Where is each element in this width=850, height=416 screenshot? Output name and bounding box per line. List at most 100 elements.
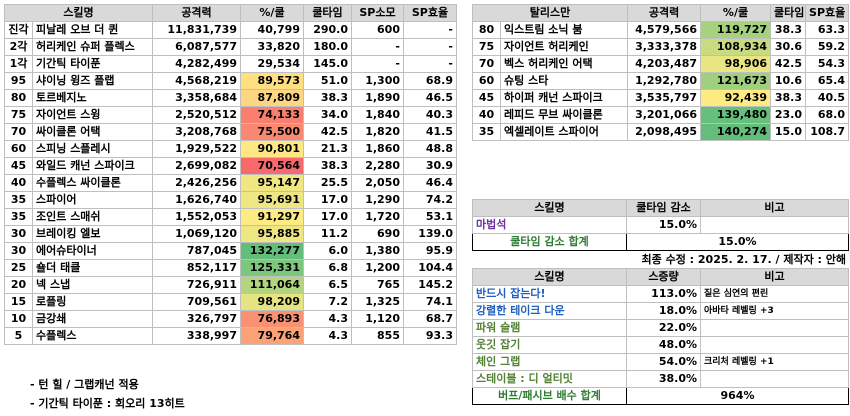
cell-text: 엑셀레이트 스파이어 bbox=[504, 125, 599, 138]
cell-text: 51.0 bbox=[320, 74, 348, 87]
cell-text: 765 bbox=[377, 278, 400, 291]
cell: 51.0 bbox=[303, 72, 352, 90]
cell-text: 2,098,495 bbox=[635, 125, 698, 138]
cell-text: 자이언트 허리케인 bbox=[504, 40, 589, 53]
cell-text: 46.4 bbox=[425, 176, 453, 189]
cell: 95 bbox=[4, 72, 33, 90]
cell-text: 3,201,066 bbox=[635, 108, 698, 121]
row: 2각 허리케인 슈퍼 플렉스 6,087,577 33,820 180.0 - - bbox=[4, 38, 457, 56]
cell-text: 35 bbox=[10, 193, 27, 206]
cell: 브레이킹 엘보 bbox=[32, 225, 153, 243]
cell-text: 슈팅 스타 bbox=[504, 74, 549, 87]
cell-text: 기간틱 타이푼 bbox=[36, 57, 101, 70]
row: 80 토르베지노 3,358,684 87,809 38.3 1,890 46.5 bbox=[4, 89, 457, 107]
cell: %/쿨 bbox=[700, 4, 772, 22]
cell: SP효율 bbox=[403, 4, 457, 22]
cell: 익스트림 소닉 붐 bbox=[499, 21, 629, 39]
cell-text: 68.9 bbox=[425, 74, 453, 87]
cell-text: 2,426,256 bbox=[175, 176, 237, 189]
cell-text: 비고 bbox=[764, 201, 785, 214]
cell-text: 125,331 bbox=[249, 261, 300, 274]
cell-text: 아바타 레벨링 +3 bbox=[704, 306, 774, 316]
cell-text: 토르베지노 bbox=[36, 91, 87, 104]
cell: 35 bbox=[472, 123, 501, 141]
cell-text: 68.0 bbox=[817, 108, 846, 121]
cell-text: 95 bbox=[10, 74, 27, 87]
cell-text: 70 bbox=[10, 125, 27, 138]
cell: 108,934 bbox=[700, 38, 772, 56]
row: 30 브레이킹 엘보 1,069,120 95,885 11.2 690 139.0 bbox=[4, 225, 457, 243]
cell-text: 74,133 bbox=[257, 108, 300, 121]
cell: 1,626,740 bbox=[152, 191, 241, 209]
cell: 스킬명 bbox=[472, 199, 627, 217]
cell-text: 하이퍼 캐넌 스파이크 bbox=[504, 91, 603, 104]
cell: 17.0 bbox=[303, 191, 352, 209]
cell-text: 42.5 bbox=[774, 57, 803, 70]
cell-text: 40,799 bbox=[257, 23, 300, 36]
cell: 1,200 bbox=[351, 259, 404, 277]
cell: 75,500 bbox=[240, 123, 304, 141]
cell: 59.2 bbox=[805, 38, 850, 56]
cell-text: 54.3 bbox=[817, 57, 846, 70]
cell-text: - bbox=[448, 57, 453, 70]
cell-text: 38.3 bbox=[774, 91, 803, 104]
cell-text: 53.1 bbox=[425, 210, 453, 223]
cell-text: 스테이블 : 디 얼티밋 bbox=[476, 372, 573, 385]
cell: 로플링 bbox=[32, 293, 153, 311]
cell: 125,331 bbox=[240, 259, 304, 277]
cell-text: 95,885 bbox=[257, 227, 300, 240]
cell: 벡스 허리케인 어택 bbox=[499, 55, 629, 73]
cell: 42.5 bbox=[303, 123, 352, 141]
cell: 엑셀레이트 스파이어 bbox=[499, 123, 629, 141]
cell: 80 bbox=[472, 21, 501, 39]
cell: 38.3 bbox=[770, 21, 807, 39]
cell: 95.9 bbox=[403, 242, 457, 260]
cell-text: 145.2 bbox=[418, 278, 453, 291]
cell-text: 와일드 캐넌 스파이크 bbox=[36, 159, 135, 172]
cell-text: 30.9 bbox=[425, 159, 453, 172]
cell: 30 bbox=[4, 242, 33, 260]
skill-table: 스킬명 공격력 %/쿨 쿨타임 SP소모 SP효율 진각 피날레 오브 더 퀸 11,831,7… bbox=[4, 4, 457, 345]
cell-text: 비고 bbox=[764, 270, 785, 283]
row: 35 엑셀레이트 스파이어 2,098,495 140,274 15.0 108.7 bbox=[472, 123, 850, 141]
cell: 79,764 bbox=[240, 327, 304, 345]
cell-text: 쿨타임 감소 합계 bbox=[510, 235, 589, 248]
cell: 21.3 bbox=[303, 140, 352, 158]
row: 70 싸이클론 어택 3,208,768 75,500 42.5 1,820 41.5 bbox=[4, 123, 457, 141]
cell: 30.6 bbox=[770, 38, 807, 56]
cell-text: 11,831,739 bbox=[167, 23, 237, 36]
cell-text: 4.3 bbox=[328, 329, 349, 342]
cell-text: 104.4 bbox=[418, 261, 453, 274]
cell: 1,069,120 bbox=[152, 225, 241, 243]
cell-text: 스피닝 스플레시 bbox=[36, 142, 111, 155]
cell: 싸이클론 어택 bbox=[32, 123, 153, 141]
cell: 1,120 bbox=[351, 310, 404, 328]
cell-text: 92,439 bbox=[724, 91, 768, 104]
cell: 46.4 bbox=[403, 174, 457, 192]
cell-text: 6.5 bbox=[328, 278, 349, 291]
cell-text: 40 bbox=[10, 176, 27, 189]
cell: 비고 bbox=[700, 199, 849, 217]
cell-text: %/쿨 bbox=[722, 6, 749, 19]
cell-text: 38.3 bbox=[320, 91, 348, 104]
cell: 스파이어 bbox=[32, 191, 153, 209]
cell: - bbox=[351, 38, 404, 56]
cell-text: 숄더 태클 bbox=[36, 261, 81, 274]
cell-text: 버프/패시브 배수 합계 bbox=[498, 389, 601, 402]
cell-text: 74.2 bbox=[425, 193, 453, 206]
cell-text: 91,297 bbox=[257, 210, 300, 223]
cell: 68.0 bbox=[805, 106, 850, 124]
cell: 45 bbox=[472, 89, 501, 107]
row: 마법석 15.0% bbox=[472, 216, 849, 234]
cell: 41.5 bbox=[403, 123, 457, 141]
cell: 964% bbox=[626, 387, 849, 405]
cell-text: SP효율 bbox=[809, 6, 846, 19]
cell: 48.8 bbox=[403, 140, 457, 158]
cell: 74.2 bbox=[403, 191, 457, 209]
cell: 6.0 bbox=[303, 242, 352, 260]
cell: 슈팅 스타 bbox=[499, 72, 629, 90]
cell: 54.3 bbox=[805, 55, 850, 73]
cell: 104.4 bbox=[403, 259, 457, 277]
cell-text: 855 bbox=[377, 329, 400, 342]
